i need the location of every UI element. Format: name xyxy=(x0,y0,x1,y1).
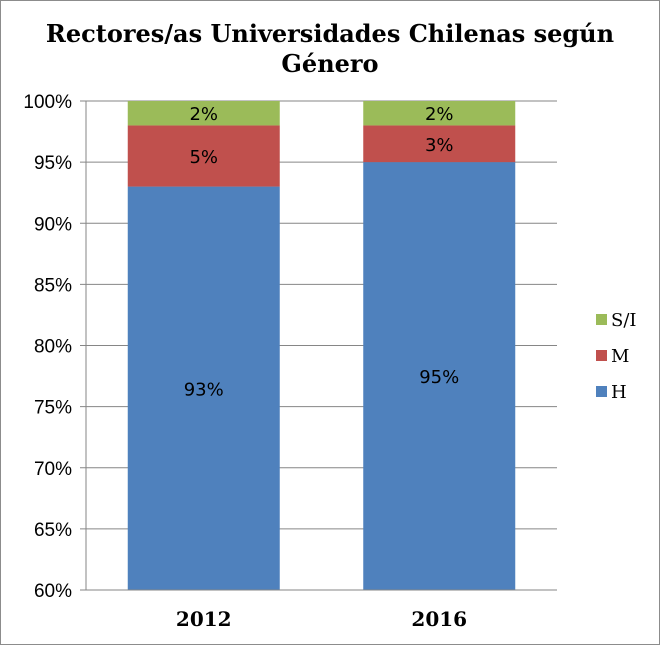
data-label-si-2016: 2% xyxy=(425,104,454,125)
legend-swatch-h xyxy=(596,386,607,397)
legend-swatch-si xyxy=(596,314,607,325)
y-tick-label: 80% xyxy=(34,337,72,358)
data-label-h-2016: 95% xyxy=(419,367,459,388)
y-tick-label: 60% xyxy=(34,581,72,602)
y-tick-label: 95% xyxy=(34,153,72,174)
y-tick-label: 65% xyxy=(34,520,72,541)
bars xyxy=(127,101,516,590)
data-label-m-2016: 3% xyxy=(425,135,454,156)
bar-h-2012 xyxy=(127,186,280,590)
y-axis-ticks: 60% 65% 70% 75% 80% 85% 90% 95% 100% xyxy=(23,92,72,602)
chart-title-line-2: Género xyxy=(281,49,378,78)
x-category-label: 2016 xyxy=(411,607,467,631)
bar-m-2012 xyxy=(127,125,280,187)
bar-m-2016 xyxy=(363,125,516,163)
legend-label-si: S/I xyxy=(611,310,637,331)
x-category-label: 2012 xyxy=(176,607,232,631)
data-label-si-2012: 2% xyxy=(189,104,218,125)
y-tick-label: 70% xyxy=(34,459,72,480)
data-label-m-2012: 5% xyxy=(189,147,218,168)
data-labels: 93% 5% 2% 95% 3% 2% xyxy=(184,104,460,400)
bar-si-2016 xyxy=(363,101,516,126)
x-axis: 2012 2016 xyxy=(86,589,557,631)
data-label-h-2012: 93% xyxy=(184,379,224,400)
y-tick-label: 75% xyxy=(34,398,72,419)
bar-si-2012 xyxy=(127,101,280,126)
legend-label-h: H xyxy=(611,382,627,403)
legend-swatch-m xyxy=(596,350,607,361)
chart-title: Rectores/as Universidades Chilenas según… xyxy=(46,19,614,78)
legend-label-m: M xyxy=(611,346,629,367)
y-tick-label: 90% xyxy=(34,214,72,235)
bar-h-2016 xyxy=(363,162,516,590)
y-tick-label: 85% xyxy=(34,275,72,296)
legend: S/I MH xyxy=(596,310,637,403)
chart-title-line-1: Rectores/as Universidades Chilenas según xyxy=(46,19,614,48)
y-tick-label: 100% xyxy=(23,92,72,113)
